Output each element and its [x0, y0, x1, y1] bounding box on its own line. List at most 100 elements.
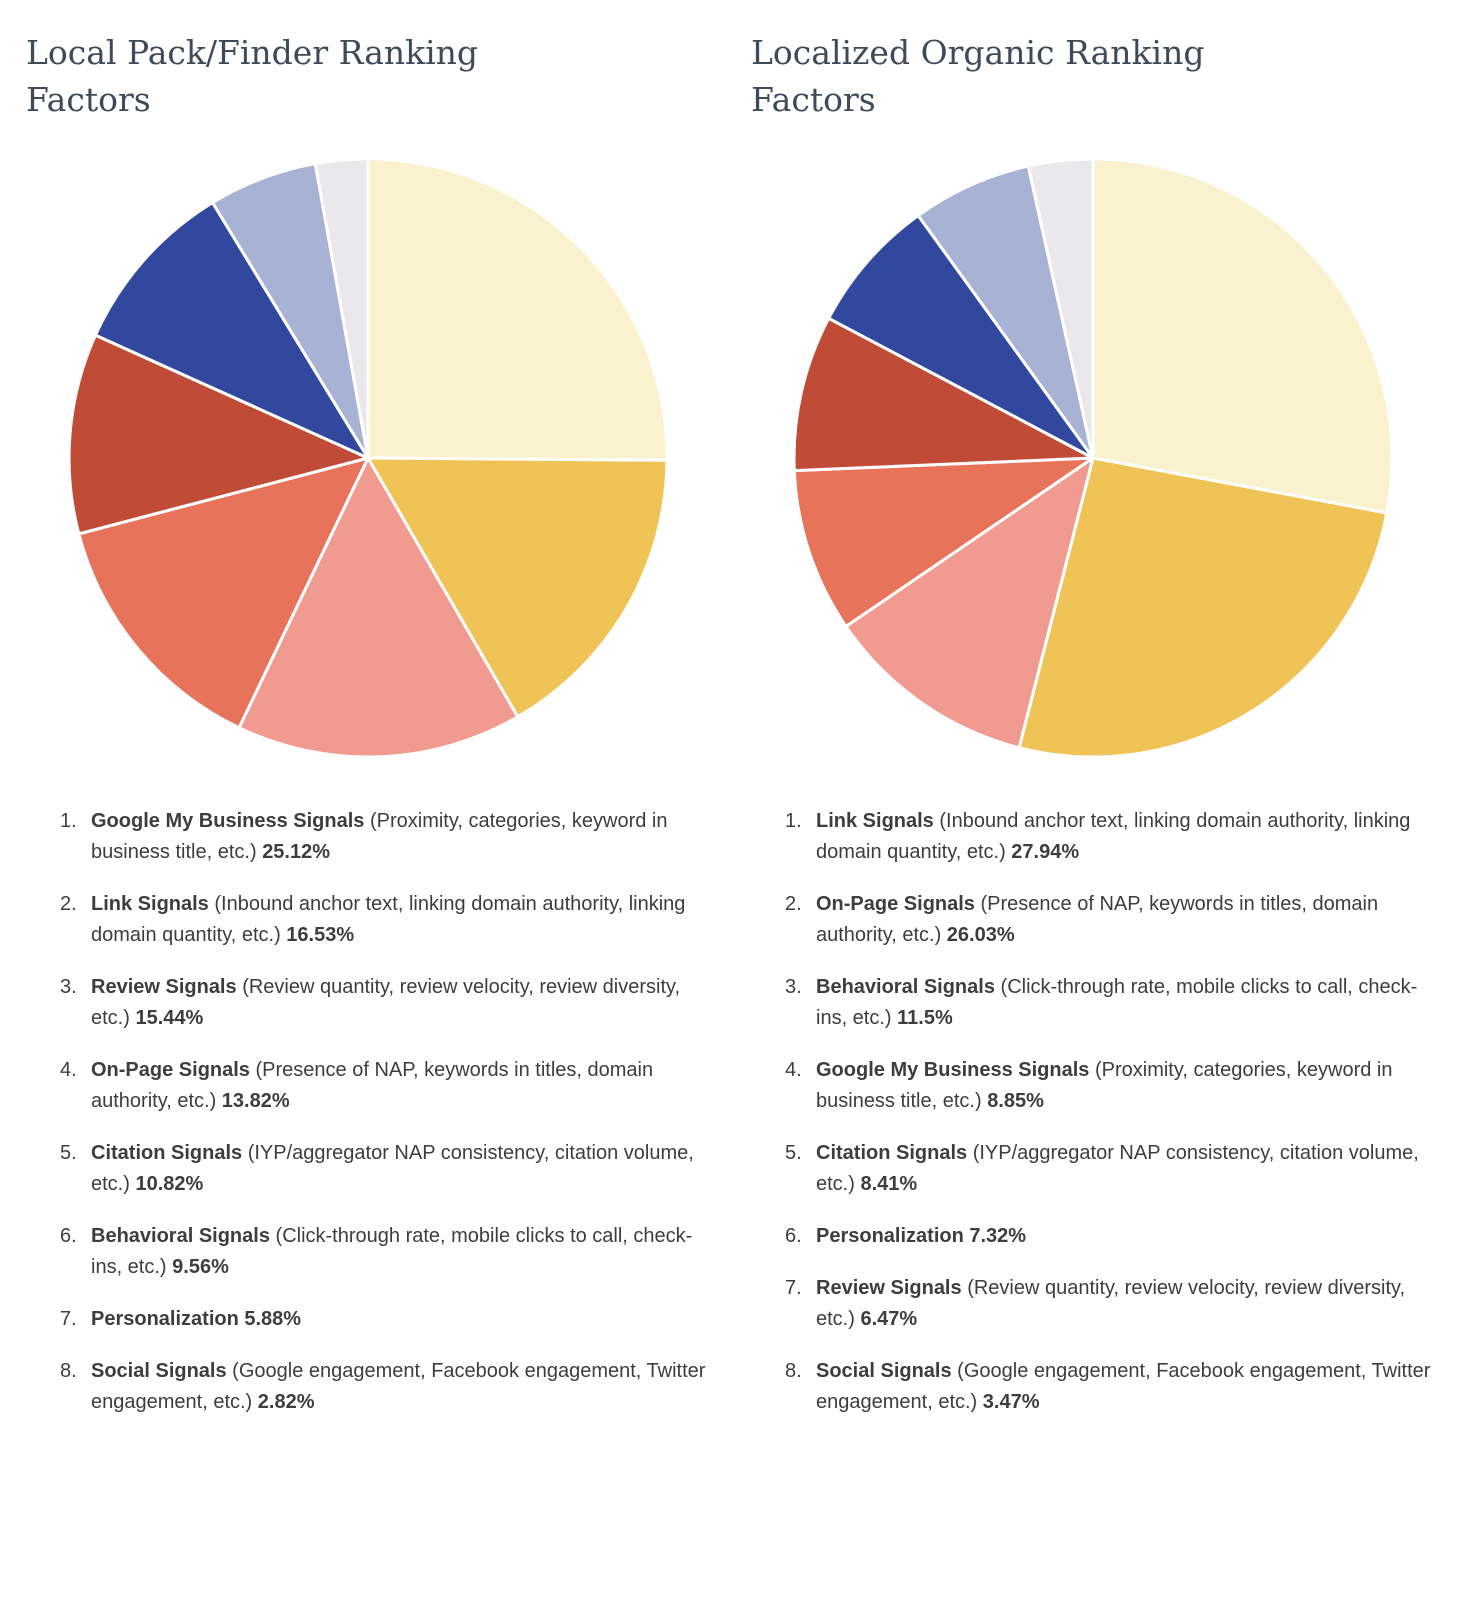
factor-name: Social Signals [91, 1359, 227, 1382]
legend-item: 2. On-Page Signals (Presence of NAP, keyw… [785, 889, 1436, 951]
factor-percent: 26.03% [946, 923, 1015, 946]
legend-item-text: Behavioral Signals (Click-through rate, … [816, 972, 1436, 1034]
legend-item-number: 3. [60, 975, 77, 998]
legend-item-text: Review Signals (Review quantity, review … [816, 1273, 1436, 1335]
factor-description: (Click-through rate, mobile clicks to ca… [91, 1224, 693, 1278]
chart-title-localized-organic: Localized Organic Ranking Factors [751, 33, 1205, 119]
local-pack-legend: 1. Google My Business Signals (Proximity,… [20, 806, 715, 1418]
factor-percent: 6.47% [860, 1307, 918, 1330]
legend-item: 8. Social Signals (Google engagement, Fac… [785, 1356, 1436, 1418]
factor-name: On-Page Signals [816, 892, 975, 915]
factor-percent: 3.47% [982, 1390, 1040, 1413]
legend-item-text: Social Signals (Google engagement, Faceb… [816, 1356, 1436, 1418]
factor-percent: 27.94% [1011, 840, 1080, 863]
factor-description: (Google engagement, Facebook engagement,… [91, 1359, 706, 1413]
legend-item-text: Google My Business Signals (Proximity, c… [91, 806, 711, 868]
legend-item-number: 6. [785, 1224, 802, 1247]
factor-description: (IYP/aggregator NAP consistency, citatio… [816, 1141, 1419, 1195]
factor-name: Social Signals [816, 1359, 952, 1382]
legend-item-text: Personalization 5.88% [91, 1304, 711, 1335]
legend-item: 1. Google My Business Signals (Proximity,… [60, 806, 711, 868]
pie-slice-citation-signals [67, 333, 370, 536]
legend-item-text: Review Signals (Review quantity, review … [91, 972, 711, 1034]
pie-slice-google-my-business-signals [792, 456, 1095, 628]
legend-item: 7. Review Signals (Review quantity, revie… [785, 1273, 1436, 1335]
factor-percent: 8.85% [987, 1089, 1044, 1112]
factor-percent: 16.53% [286, 923, 355, 946]
factor-description: (IYP/aggregator NAP consistency, citatio… [91, 1141, 694, 1195]
legend-item-text: Personalization 7.32% [816, 1221, 1436, 1252]
legend-item-text: On-Page Signals (Presence of NAP, keywor… [816, 889, 1436, 951]
factor-description: (Click-through rate, mobile clicks to ca… [816, 975, 1418, 1029]
legend-item: 7. Personalization 5.88% [60, 1304, 711, 1335]
legend-item-number: 7. [785, 1276, 802, 1299]
factor-name: Google My Business Signals [91, 809, 365, 832]
factor-name: On-Page Signals [91, 1058, 250, 1081]
factor-name: Personalization [816, 1224, 964, 1247]
factor-name: Behavioral Signals [816, 975, 995, 998]
pie-slice-on-page-signals [76, 456, 370, 729]
pie-slice-personalization [826, 213, 1095, 460]
local-pack-pie-chart [67, 157, 668, 759]
legend-item-number: 4. [60, 1058, 77, 1081]
pie-slice-on-page-signals [1017, 456, 1388, 759]
legend-item-number: 5. [60, 1141, 77, 1164]
pie-slice-review-signals [237, 456, 519, 759]
factor-name: Citation Signals [91, 1141, 243, 1164]
legend-item-number: 2. [785, 892, 802, 915]
pie-slice-citation-signals [792, 316, 1095, 472]
factor-name: Link Signals [91, 892, 209, 915]
legend-item: 3. Review Signals (Review quantity, revie… [60, 972, 711, 1034]
local-pack-pie-wrap [20, 156, 715, 760]
pie-slice-review-signals [916, 164, 1095, 460]
factor-name: Link Signals [816, 809, 934, 832]
legend-item-text: Citation Signals (IYP/aggregator NAP con… [91, 1138, 711, 1200]
legend-item-number: 4. [785, 1058, 802, 1081]
factor-description: (Inbound anchor text, linking domain aut… [91, 892, 686, 946]
legend-item-number: 8. [60, 1359, 77, 1382]
factor-percent: 9.56% [172, 1255, 229, 1278]
pie-slice-social-signals [313, 157, 370, 460]
legend-item-text: On-Page Signals (Presence of NAP, keywor… [91, 1055, 711, 1117]
factor-percent: 13.82% [221, 1089, 290, 1112]
factor-name: Review Signals [816, 1276, 962, 1299]
factor-name: Google My Business Signals [816, 1058, 1090, 1081]
legend-item: 5. Citation Signals (IYP/aggregator NAP c… [60, 1138, 711, 1200]
legend-item: 4. On-Page Signals (Presence of NAP, keyw… [60, 1055, 711, 1117]
legend-item: 6. Behavioral Signals (Click-through rate… [60, 1221, 711, 1283]
local-pack-chart-section: Local Pack/Finder Ranking Factors 1. Goog… [20, 26, 715, 1439]
legend-item-number: 5. [785, 1141, 802, 1164]
legend-item-number: 7. [60, 1307, 77, 1330]
factor-description: (Inbound anchor text, linking domain aut… [816, 809, 1411, 863]
legend-item-number: 2. [60, 892, 77, 915]
factor-description: (Proximity, categories, keyword in busin… [816, 1058, 1393, 1112]
legend-item-text: Social Signals (Google engagement, Faceb… [91, 1356, 711, 1418]
factor-percent: 7.32% [969, 1224, 1027, 1247]
localized-organic-pie-chart [792, 157, 1393, 759]
factor-name: Review Signals [91, 975, 237, 998]
factor-percent: 11.5% [897, 1006, 953, 1029]
factor-percent: 8.41% [860, 1172, 918, 1195]
factor-percent: 2.82% [257, 1390, 315, 1413]
factor-name: Citation Signals [816, 1141, 968, 1164]
legend-item-text: Link Signals (Inbound anchor text, linki… [91, 889, 711, 951]
charts-container: Local Pack/Finder Ranking Factors 1. Goog… [20, 26, 1440, 1439]
pie-slice-link-signals [365, 456, 668, 719]
factor-description: (Google engagement, Facebook engagement,… [816, 1359, 1431, 1413]
legend-item: 2. Link Signals (Inbound anchor text, lin… [60, 889, 711, 951]
legend-item-text: Behavioral Signals (Click-through rate, … [91, 1221, 711, 1283]
factor-percent: 25.12% [262, 840, 331, 863]
legend-item: 5. Citation Signals (IYP/aggregator NAP c… [785, 1138, 1436, 1200]
factor-description: (Presence of NAP, keywords in titles, do… [91, 1058, 654, 1112]
legend-item-number: 1. [785, 809, 802, 832]
localized-organic-pie-wrap [745, 156, 1440, 760]
legend-item: 1. Link Signals (Inbound anchor text, lin… [785, 806, 1436, 868]
pie-slice-link-signals [1090, 157, 1393, 515]
factor-percent: 5.88% [244, 1307, 302, 1330]
legend-item-number: 6. [60, 1224, 77, 1247]
pie-slice-behavioral-signals [93, 200, 370, 460]
factor-percent: 15.44% [135, 1006, 204, 1029]
factor-description: (Review quantity, review velocity, revie… [91, 975, 681, 1029]
legend-item-text: Link Signals (Inbound anchor text, linki… [816, 806, 1436, 868]
legend-item-text: Citation Signals (IYP/aggregator NAP con… [816, 1138, 1436, 1200]
